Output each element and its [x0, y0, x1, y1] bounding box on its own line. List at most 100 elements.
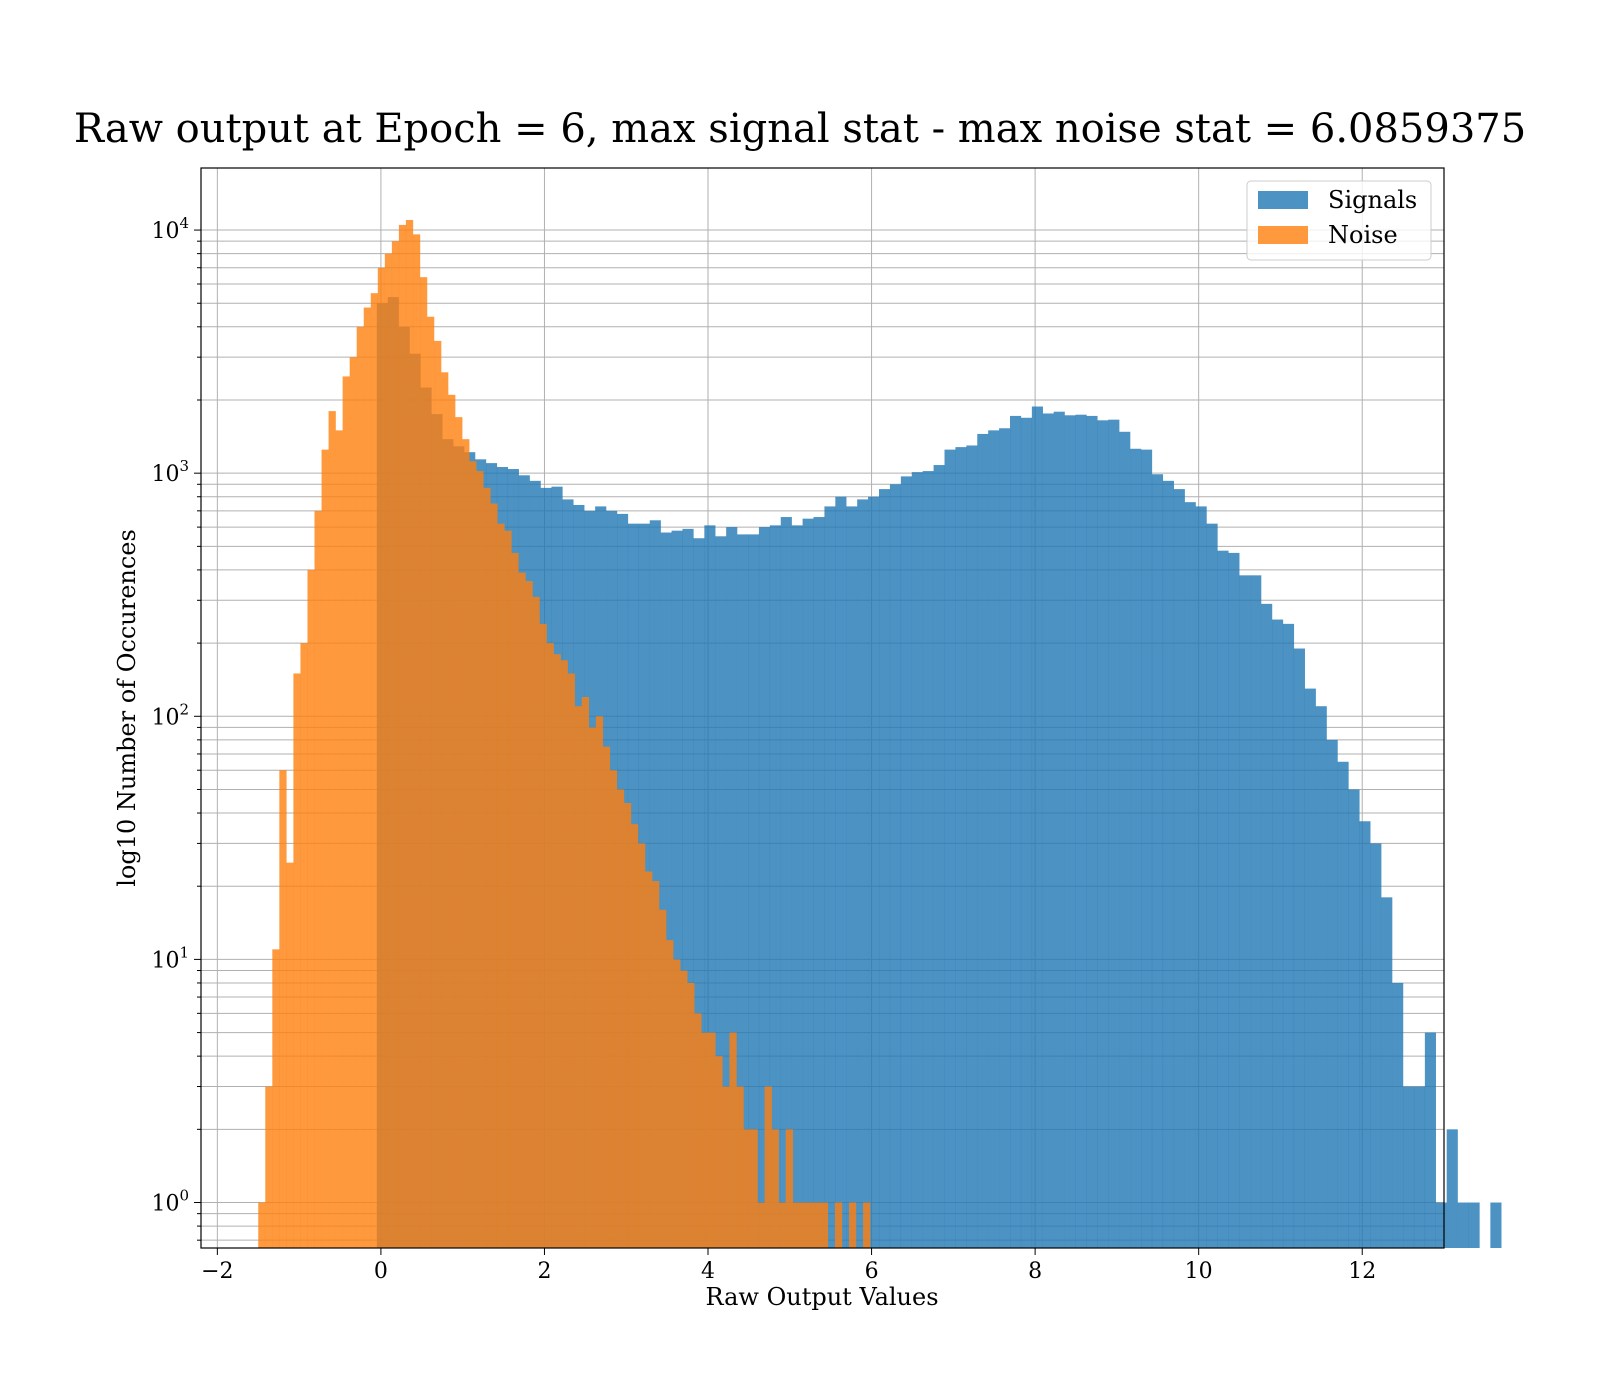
- histogram-bar: [1217, 550, 1229, 1248]
- histogram-bar: [758, 527, 771, 1248]
- histogram-bar: [602, 746, 611, 1248]
- histogram-bar: [955, 447, 967, 1249]
- histogram-bar: [701, 1032, 709, 1248]
- histogram-bar: [448, 394, 456, 1248]
- y-tick-label: 103: [151, 457, 189, 487]
- histogram-bar: [574, 706, 582, 1248]
- histogram-bar: [1053, 411, 1065, 1248]
- histogram-bar: [729, 1032, 737, 1248]
- histogram-bar: [1435, 1202, 1447, 1248]
- chart-title: Raw output at Epoch = 6, max signal stat…: [74, 106, 1526, 152]
- histogram-bar: [999, 428, 1011, 1248]
- histogram-bar: [1446, 1129, 1458, 1248]
- y-tick-label: 101: [151, 943, 189, 973]
- histogram-bar: [764, 1086, 772, 1248]
- histogram-bar: [1108, 419, 1120, 1248]
- histogram-bar: [1293, 648, 1305, 1248]
- histogram-bar: [497, 523, 505, 1248]
- histogram-bar: [391, 241, 400, 1248]
- histogram-bar: [722, 1086, 730, 1248]
- histogram-bar: [708, 1032, 716, 1248]
- plot-frame: [200, 167, 1445, 1249]
- histogram-bar: [835, 496, 847, 1248]
- histogram-bar: [799, 1202, 807, 1248]
- histogram-bar: [441, 372, 449, 1248]
- histogram-bar: [659, 909, 667, 1248]
- histogram-bar: [1337, 761, 1349, 1248]
- histogram-bar: [258, 1202, 266, 1248]
- histogram-bar: [666, 940, 674, 1248]
- histogram-bar: [490, 503, 498, 1248]
- histogram-bar: [623, 802, 632, 1248]
- histogram-bar: [1130, 448, 1142, 1248]
- histogram-bar: [922, 471, 934, 1248]
- histogram-bar: [680, 970, 688, 1248]
- histogram-bar: [813, 1202, 822, 1248]
- histogram-bar: [1304, 688, 1316, 1248]
- histogram-bar: [1097, 420, 1109, 1248]
- histogram-bar: [1370, 843, 1382, 1248]
- histogram-bar: [757, 1202, 765, 1248]
- histogram-bar: [405, 219, 414, 1248]
- x-tick-label: 6: [865, 1259, 879, 1284]
- histogram-bar: [1392, 982, 1404, 1248]
- histogram-bar: [813, 517, 825, 1248]
- histogram-bar: [1413, 1086, 1426, 1248]
- histogram-bar: [1490, 1202, 1502, 1248]
- histogram-bar: [1272, 619, 1284, 1248]
- histogram-bar: [693, 538, 705, 1248]
- histogram-bar: [483, 487, 491, 1248]
- legend-label-noise: Noise: [1328, 221, 1398, 249]
- histogram-bar: [778, 1202, 786, 1248]
- histogram-bar: [682, 528, 694, 1248]
- histogram-bar: [673, 959, 681, 1248]
- histogram-bar: [857, 499, 869, 1248]
- histogram-bar: [687, 982, 695, 1248]
- histogram-bar: [553, 654, 561, 1248]
- histogram-bar: [1381, 897, 1393, 1248]
- x-tick-label: 10: [1185, 1259, 1213, 1284]
- histogram-bar: [363, 307, 371, 1249]
- histogram-bar: [469, 461, 477, 1248]
- histogram-bar: [272, 949, 280, 1248]
- histogram-bar: [455, 417, 463, 1248]
- histogram-bar: [300, 643, 308, 1248]
- histogram-bar: [462, 439, 470, 1248]
- histogram-bar: [806, 1202, 815, 1248]
- histogram-bar: [286, 862, 294, 1248]
- legend: Signals Noise: [1246, 180, 1432, 261]
- y-tick-label: 102: [151, 700, 189, 730]
- histogram-bar: [748, 534, 760, 1248]
- histogram-bar: [638, 843, 646, 1248]
- histogram-bar: [1173, 489, 1185, 1248]
- histogram-bar: [889, 484, 902, 1248]
- histogram-bar: [694, 1013, 702, 1248]
- histogram-bar: [1282, 623, 1295, 1248]
- histogram-bar: [1064, 415, 1076, 1249]
- histogram-bar: [265, 1086, 273, 1248]
- histogram-bar: [504, 530, 512, 1248]
- y-tick-label: 104: [151, 214, 189, 244]
- histogram-bar: [900, 476, 912, 1248]
- legend-label-signals: Signals: [1328, 186, 1417, 214]
- histogram-bar: [609, 770, 618, 1248]
- histogram-bar: [726, 527, 738, 1248]
- histogram-bar: [518, 572, 526, 1248]
- histogram-bar: [792, 1202, 800, 1248]
- histogram-bar: [660, 532, 672, 1248]
- histogram-bar: [349, 357, 357, 1248]
- histogram-bar: [1020, 417, 1033, 1248]
- histogram-bar: [879, 489, 891, 1248]
- y-axis-label: log10 Number of Occurences: [113, 529, 141, 887]
- histogram-bar: [737, 534, 749, 1248]
- histogram-bar: [532, 596, 540, 1248]
- histogram-bar: [398, 224, 407, 1248]
- histogram-bar: [834, 1202, 843, 1248]
- histogram-bar: [671, 530, 683, 1248]
- histogram-bar: [944, 449, 956, 1248]
- histogram-bar: [1184, 502, 1196, 1249]
- histogram-bar: [1228, 552, 1240, 1248]
- histogram-bar: [307, 569, 315, 1248]
- histogram-bar: [933, 465, 945, 1249]
